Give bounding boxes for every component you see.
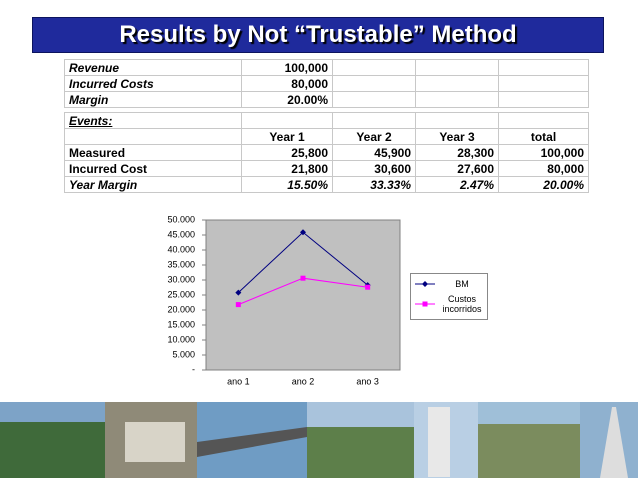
- summary-table: Revenue 100,000 Incurred Costs 80,000 Margin…: [64, 59, 589, 108]
- y-tick-label: 40.000: [167, 244, 195, 254]
- table-cell: Margin: [64, 91, 242, 108]
- x-tick-label: ano 2: [292, 376, 315, 386]
- events-table: Events: Year 1 Year 2 Year 3 total Measured 25…: [64, 112, 589, 193]
- table-row: Measured 25,800 45,900 28,300 100,000: [64, 144, 589, 161]
- table-row: Revenue 100,000: [64, 59, 589, 76]
- title: Results by Not “Trustable” Method: [32, 17, 604, 53]
- data-point: [235, 302, 241, 308]
- chart: - 5.000 10.000 15.000 20.000 25.000 30.000 35.0…: [167, 214, 401, 386]
- legend: BM Custos incorridos: [410, 273, 488, 320]
- y-tick-label: 50.000: [167, 214, 195, 224]
- y-tick-label: 15.000: [167, 319, 195, 329]
- table-cell: total: [498, 128, 589, 145]
- x-tick-label: ano 1: [227, 376, 250, 386]
- y-tick-label: 5.000: [172, 349, 195, 359]
- table-row: Year Margin 15.50% 33.33% 2.47% 20.00%: [64, 176, 589, 193]
- y-tick-label: 30.000: [167, 274, 195, 284]
- data-point: [300, 275, 306, 281]
- table-cell: [498, 91, 589, 108]
- data-point: [235, 289, 242, 296]
- table-cell: 33.33%: [332, 176, 416, 193]
- table-cell: 2.47%: [415, 176, 499, 193]
- photo-strip: [0, 402, 638, 478]
- x-tick-label: ano 3: [356, 376, 379, 386]
- data-point: [365, 284, 371, 290]
- legend-symbol: [415, 281, 435, 287]
- table-cell: Revenue: [64, 59, 242, 76]
- legend-item: Custos incorridos: [415, 294, 486, 314]
- table-cell: 20.00%: [241, 91, 333, 108]
- y-tick-label: -: [192, 364, 195, 374]
- y-tick-label: 35.000: [167, 259, 195, 269]
- y-tick-label: 10.000: [167, 334, 195, 344]
- table-row: Margin 20.00%: [64, 91, 589, 108]
- legend-item: BM: [415, 279, 486, 289]
- data-point: [300, 229, 306, 236]
- table-cell: 28,300: [415, 144, 499, 161]
- y-tick-label: 45.000: [167, 229, 195, 239]
- legend-symbol: [415, 301, 435, 307]
- legend-label: Custos incorridos: [442, 294, 482, 314]
- y-tick-label: 25.000: [167, 289, 195, 299]
- plot-area: [205, 219, 401, 371]
- y-tick-label: 20.000: [167, 304, 195, 314]
- table-cell: 20.00%: [498, 176, 589, 193]
- legend-label: BM: [455, 279, 469, 289]
